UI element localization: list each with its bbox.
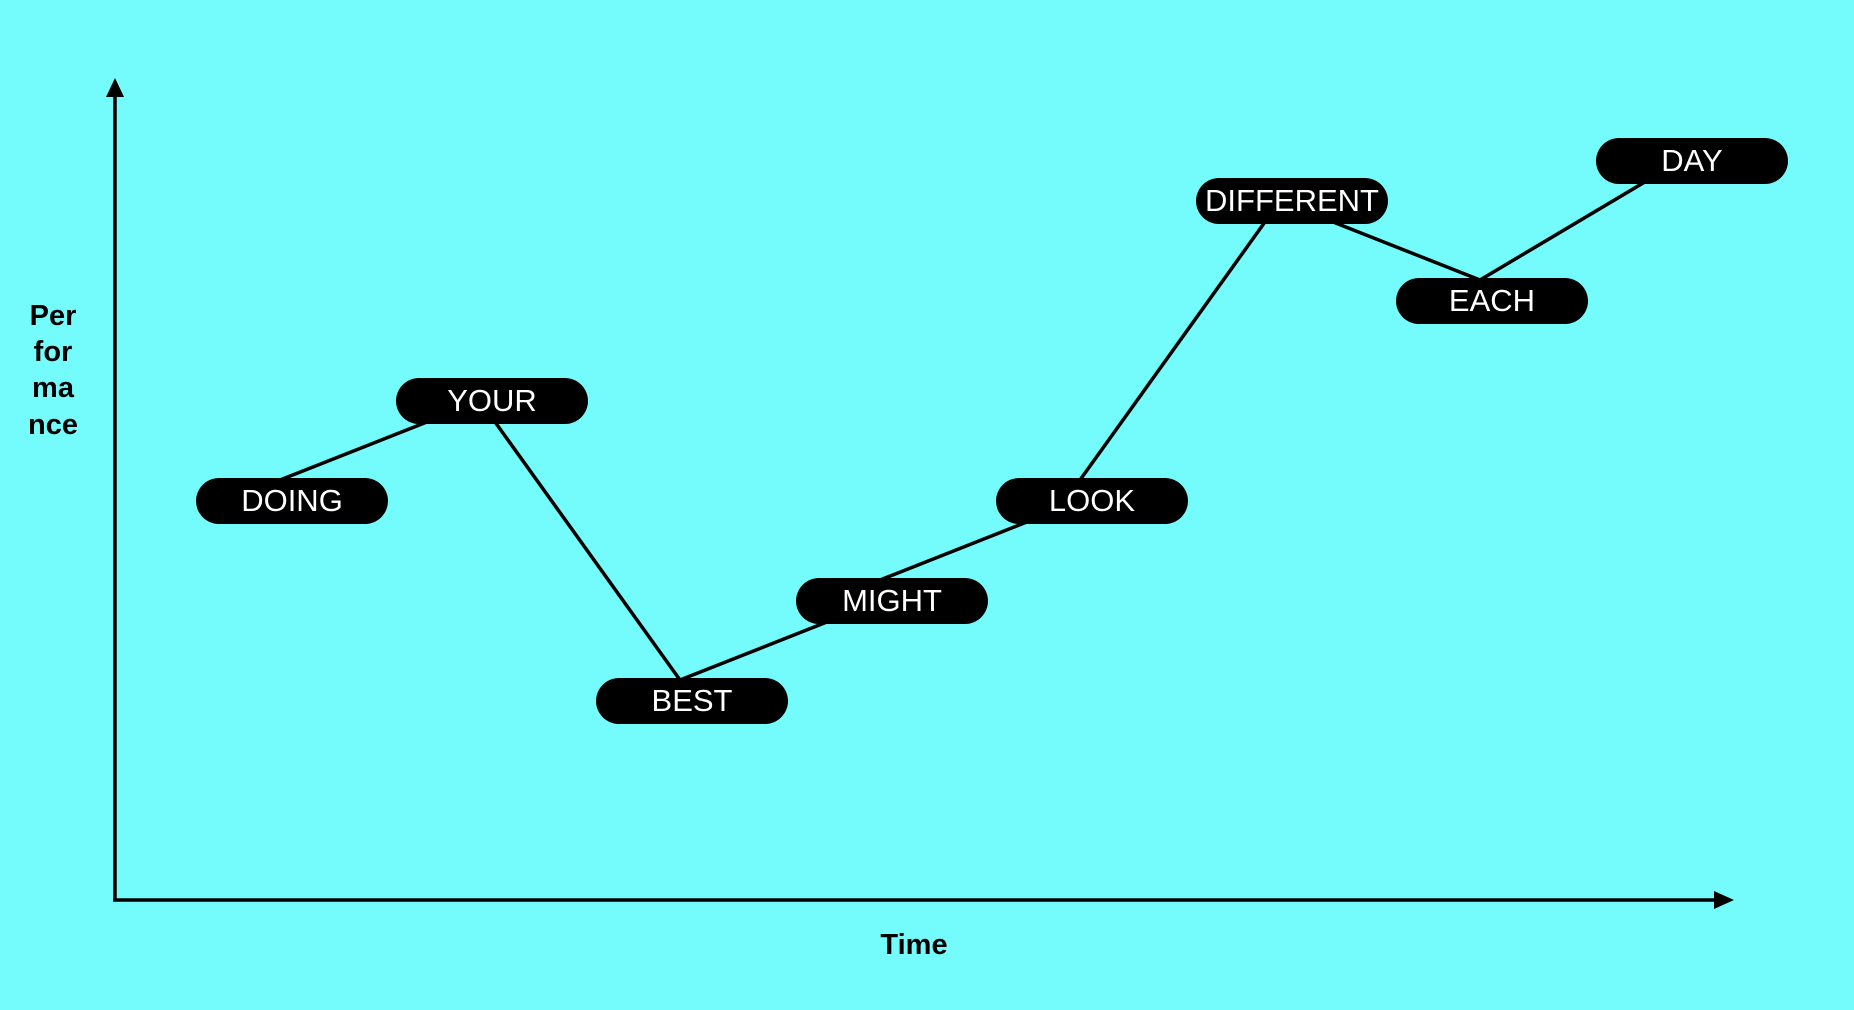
y-axis-label: Performance xyxy=(28,300,78,441)
word-node-doing: DOING xyxy=(196,478,388,524)
connector-your-best xyxy=(478,399,682,682)
x-axis-label: Time xyxy=(880,929,948,961)
word-node-look: LOOK xyxy=(996,478,1188,524)
y-axis-arrow xyxy=(106,78,124,97)
word-node-different: DIFFERENT xyxy=(1196,178,1388,224)
word-node-day: DAY xyxy=(1596,138,1788,184)
x-axis-arrow xyxy=(1714,891,1734,909)
connector-look-different xyxy=(1078,199,1282,482)
word-node-each: EACH xyxy=(1396,278,1588,324)
word-node-your: YOUR xyxy=(396,378,588,424)
word-node-might: MIGHT xyxy=(796,578,988,624)
word-node-best: BEST xyxy=(596,678,788,724)
